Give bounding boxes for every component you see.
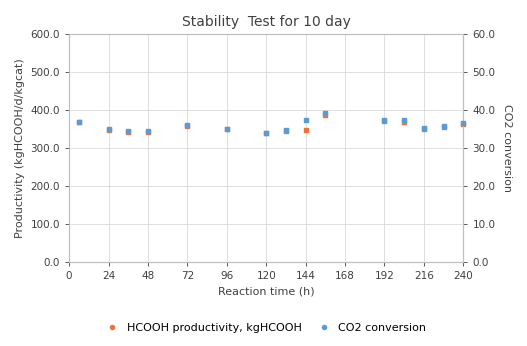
HCOOH productivity, kgHCOOH bbox=[380, 118, 389, 124]
HCOOH productivity, kgHCOOH bbox=[222, 126, 231, 132]
Legend: HCOOH productivity, kgHCOOH, CO2 conversion: HCOOH productivity, kgHCOOH, CO2 convers… bbox=[96, 318, 431, 337]
CO2 conversion bbox=[440, 123, 448, 129]
HCOOH productivity, kgHCOOH bbox=[144, 129, 152, 135]
CO2 conversion bbox=[104, 126, 113, 132]
HCOOH productivity, kgHCOOH bbox=[400, 119, 408, 124]
Title: Stability  Test for 10 day: Stability Test for 10 day bbox=[182, 15, 350, 29]
HCOOH productivity, kgHCOOH bbox=[419, 126, 428, 132]
X-axis label: Reaction time (h): Reaction time (h) bbox=[218, 286, 315, 297]
CO2 conversion bbox=[400, 117, 408, 122]
HCOOH productivity, kgHCOOH bbox=[104, 127, 113, 133]
Y-axis label: Productivity (kgHCOOH/d/kgcat): Productivity (kgHCOOH/d/kgcat) bbox=[15, 58, 25, 238]
HCOOH productivity, kgHCOOH bbox=[440, 125, 448, 130]
CO2 conversion bbox=[419, 126, 428, 131]
HCOOH productivity, kgHCOOH bbox=[75, 119, 83, 125]
HCOOH productivity, kgHCOOH bbox=[183, 123, 192, 129]
Y-axis label: CO2 conversion: CO2 conversion bbox=[502, 104, 512, 192]
CO2 conversion bbox=[262, 130, 270, 136]
CO2 conversion bbox=[144, 128, 152, 134]
CO2 conversion bbox=[301, 117, 310, 122]
CO2 conversion bbox=[124, 128, 132, 134]
CO2 conversion bbox=[459, 121, 467, 126]
CO2 conversion bbox=[282, 127, 290, 133]
HCOOH productivity, kgHCOOH bbox=[301, 127, 310, 133]
CO2 conversion bbox=[321, 110, 329, 116]
CO2 conversion bbox=[183, 122, 192, 128]
HCOOH productivity, kgHCOOH bbox=[321, 112, 329, 118]
HCOOH productivity, kgHCOOH bbox=[262, 130, 270, 136]
HCOOH productivity, kgHCOOH bbox=[459, 121, 467, 127]
CO2 conversion bbox=[380, 117, 389, 122]
HCOOH productivity, kgHCOOH bbox=[282, 128, 290, 134]
CO2 conversion bbox=[222, 126, 231, 132]
CO2 conversion bbox=[75, 119, 83, 124]
HCOOH productivity, kgHCOOH bbox=[124, 129, 132, 135]
